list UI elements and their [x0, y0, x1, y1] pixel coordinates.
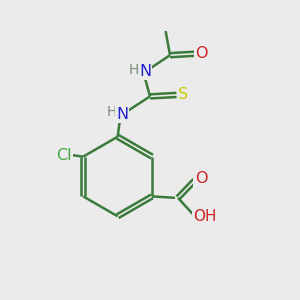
Text: O: O — [195, 46, 208, 61]
Text: N: N — [116, 106, 128, 122]
Text: S: S — [178, 87, 188, 102]
Text: H: H — [106, 105, 117, 119]
Text: Cl: Cl — [56, 148, 72, 163]
Text: O: O — [195, 171, 207, 186]
Text: OH: OH — [193, 209, 216, 224]
Text: N: N — [139, 64, 151, 79]
Text: H: H — [129, 63, 139, 77]
